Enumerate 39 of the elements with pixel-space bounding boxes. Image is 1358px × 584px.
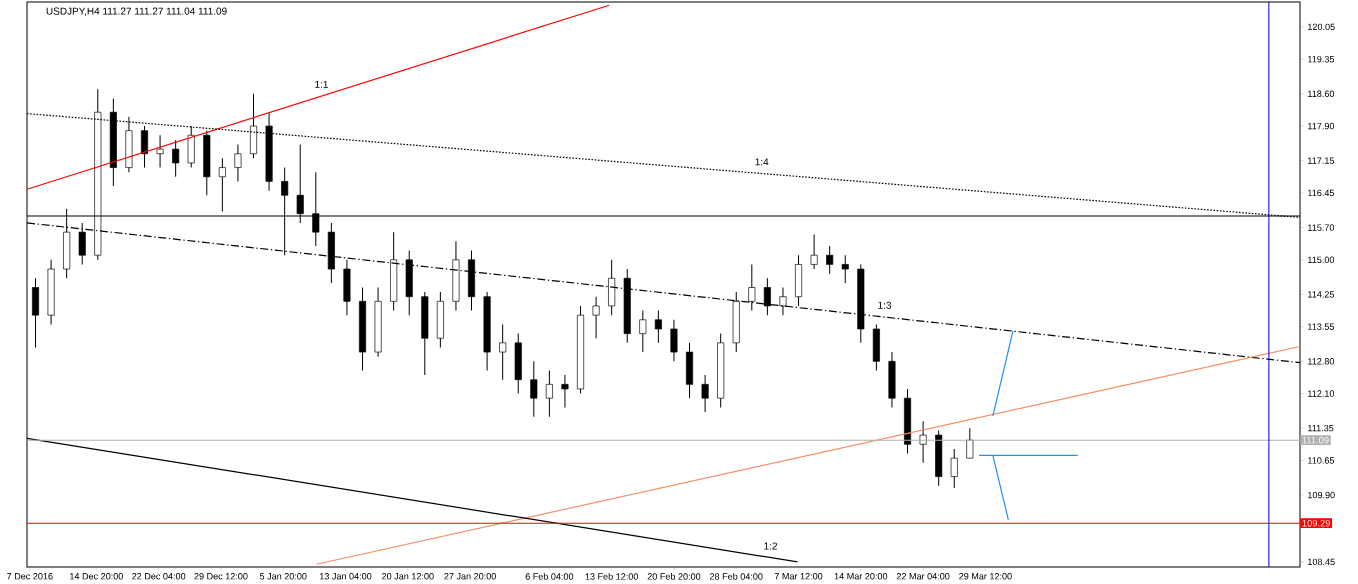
x-tick-label: 13 Jan 04:00	[320, 572, 372, 580]
y-tick-label: 117.15	[1308, 157, 1335, 164]
y-tick-label: 115.00	[1308, 256, 1335, 263]
annotation: 1:3	[878, 301, 892, 309]
y-tick-label: 111.35	[1308, 424, 1334, 432]
y-tick-label: 119.35	[1308, 55, 1335, 63]
y-tick-label: 113.55	[1308, 323, 1335, 330]
x-tick-label: 5 Jan 20:00	[259, 572, 307, 580]
y-tick-label: 120.05	[1308, 23, 1335, 31]
x-tick-label: 20 Feb 20:00	[647, 572, 701, 580]
x-tick-label: 7 Dec 2016	[7, 572, 53, 580]
x-tick-label: 14 Dec 20:00	[70, 572, 123, 580]
x-tick-label: 28 Feb 04:00	[709, 572, 763, 580]
x-tick-label: 14 Mar 20:00	[834, 572, 888, 580]
x-tick-label: 29 Dec 12:00	[194, 572, 248, 580]
x-tick-label: 13 Feb 12:00	[585, 572, 639, 580]
y-tick-label: 116.45	[1308, 189, 1335, 197]
annotation: 1:4	[755, 158, 769, 166]
x-tick-label: 22 Mar 04:00	[896, 572, 950, 580]
y-tick-label: 118.60	[1308, 90, 1335, 97]
y-tick-label: 110.65	[1308, 457, 1335, 464]
y-tick-label: 109.90	[1308, 491, 1335, 499]
y-tick-label: 117.90	[1308, 122, 1335, 130]
y-tick-label: 115.70	[1308, 224, 1335, 231]
y-tick-label: 114.25	[1308, 291, 1335, 298]
x-tick-label: 29 Mar 12:00	[959, 572, 1012, 580]
ref-line-label: 111.09	[1302, 436, 1329, 444]
x-tick-label: 7 Mar 12:00	[774, 572, 823, 580]
y-tick-label: 112.80	[1308, 358, 1335, 365]
ref-line-label: 109.29	[1302, 519, 1330, 527]
x-tick-label: 22 Dec 04:00	[132, 572, 186, 580]
x-tick-label: 6 Feb 04:00	[525, 572, 574, 580]
x-tick-label: 20 Jan 12:00	[382, 572, 434, 580]
y-tick-label: 108.45	[1308, 558, 1335, 566]
x-tick-label: 27 Jan 20:00	[444, 572, 496, 580]
annotation: 1:1	[315, 80, 328, 88]
chart-title: USDJPY,H4 111.27 111.27 111.04 111.09	[46, 7, 227, 16]
y-tick-label: 112.10	[1308, 390, 1335, 397]
annotation: 1:2	[764, 542, 778, 550]
